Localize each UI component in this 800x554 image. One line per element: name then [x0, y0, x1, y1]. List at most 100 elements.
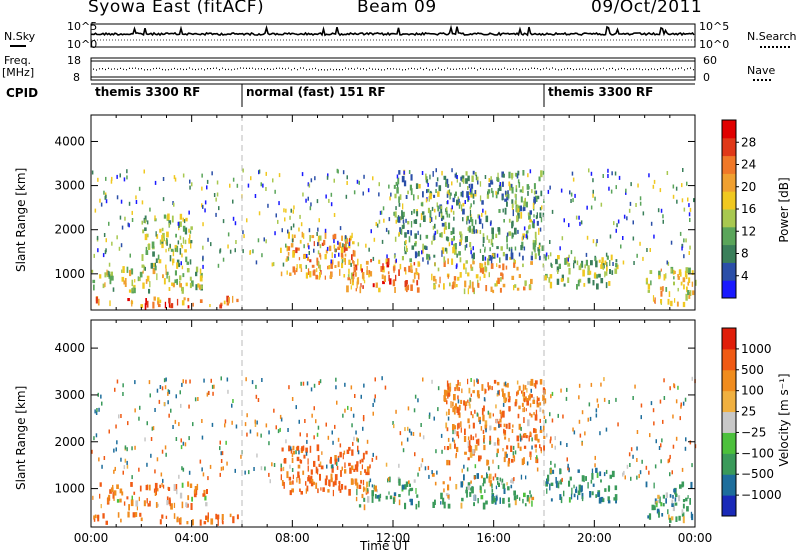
- echo-cell: [202, 204, 204, 209]
- echo-cell: [200, 272, 203, 278]
- echo-cell: [560, 496, 563, 504]
- echo-cell: [543, 435, 546, 439]
- echo-cell: [201, 419, 203, 423]
- echo-cell: [410, 269, 413, 273]
- echo-cell: [522, 394, 525, 402]
- echo-cell: [122, 470, 124, 475]
- echo-cell: [506, 445, 509, 450]
- echo-cell: [469, 452, 473, 458]
- echo-cell: [306, 254, 308, 258]
- echo-cell: [325, 475, 328, 480]
- echo-cell: [530, 261, 533, 265]
- echo-cell: [356, 179, 359, 184]
- echo-cell: [395, 258, 397, 263]
- echo-cell: [478, 215, 481, 220]
- echo-cell: [626, 464, 629, 469]
- echo-cell: [538, 242, 541, 247]
- echo-cell: [93, 284, 95, 291]
- echo-cell: [156, 488, 159, 492]
- echo-cell: [468, 387, 471, 394]
- echo-cell: [441, 217, 443, 221]
- echo-cell: [198, 284, 202, 290]
- echo-cell: [128, 201, 131, 206]
- echo-cell: [142, 270, 144, 274]
- echo-cell: [613, 497, 616, 501]
- echo-cell: [338, 480, 341, 485]
- echo-cell: [249, 250, 251, 255]
- echo-cell: [357, 450, 360, 455]
- echo-cell: [280, 467, 283, 472]
- echo-cell: [378, 259, 381, 264]
- echo-cell: [577, 280, 580, 287]
- echo-cell: [630, 182, 632, 187]
- echo-cell: [668, 458, 671, 463]
- echo-cell: [203, 521, 207, 525]
- echo-cell: [156, 273, 158, 281]
- echo-cell: [331, 252, 333, 258]
- echo-cell: [588, 267, 590, 273]
- echo-cell: [489, 425, 492, 430]
- echo-cell: [594, 272, 597, 279]
- echo-cell: [659, 188, 662, 193]
- echo-cell: [249, 429, 252, 434]
- echo-cell: [445, 182, 448, 187]
- echo-cell: [622, 236, 624, 240]
- echo-cell: [222, 466, 224, 471]
- echo-cell: [257, 238, 260, 243]
- echo-cell: [206, 516, 209, 523]
- x-tick-label: 12:00: [376, 531, 411, 545]
- echo-cell: [578, 419, 581, 424]
- echo-cell: [489, 435, 492, 442]
- echo-cell: [502, 483, 506, 489]
- echo-cell: [362, 487, 366, 491]
- echo-cell: [94, 514, 97, 519]
- echo-cell: [379, 210, 382, 215]
- echo-cell: [462, 208, 465, 215]
- echo-cell: [536, 220, 539, 226]
- echo-cell: [337, 246, 340, 250]
- echo-cell: [427, 465, 430, 470]
- echo-cell: [105, 520, 108, 525]
- echo-cell: [487, 382, 489, 388]
- echo-cell: [299, 459, 302, 464]
- echo-cell: [532, 242, 536, 250]
- echo-cell: [472, 449, 475, 455]
- echo-cell: [501, 478, 504, 483]
- echo-cell: [286, 471, 289, 479]
- echo-cell: [566, 387, 568, 392]
- echo-cell: [173, 502, 176, 508]
- echo-cell: [312, 270, 316, 276]
- echo-cell: [127, 511, 130, 518]
- echo-cell: [306, 381, 309, 386]
- echo-cell: [402, 219, 405, 224]
- echo-cell: [224, 423, 226, 428]
- echo-cell: [592, 239, 595, 244]
- echo-cell: [594, 196, 596, 201]
- echo-cell: [318, 275, 321, 280]
- echo-cell: [605, 252, 608, 257]
- echo-cell: [292, 209, 294, 214]
- echo-cell: [685, 273, 688, 280]
- echo-cell: [333, 233, 337, 240]
- echo-cell: [203, 378, 205, 383]
- echo-cell: [170, 408, 172, 413]
- echo-cell: [202, 245, 204, 250]
- echo-cell: [186, 268, 190, 273]
- echo-cell: [295, 450, 297, 455]
- echo-cell: [668, 514, 670, 520]
- echo-cell: [113, 448, 115, 453]
- echo-cell: [152, 251, 155, 257]
- echo-cell: [522, 170, 525, 176]
- echo-cell: [308, 183, 311, 188]
- echo-cell: [472, 390, 475, 394]
- y-tick-label: 3000: [54, 179, 85, 193]
- echo-cell: [509, 396, 511, 401]
- echo-cell: [232, 295, 234, 303]
- echo-cell: [688, 267, 691, 273]
- echo-cell: [149, 207, 151, 212]
- echo-cell: [669, 517, 672, 523]
- echo-cell: [328, 479, 331, 486]
- echo-cell: [672, 184, 675, 189]
- power-colorbar-swatch: [722, 244, 736, 263]
- echo-cell: [623, 470, 625, 475]
